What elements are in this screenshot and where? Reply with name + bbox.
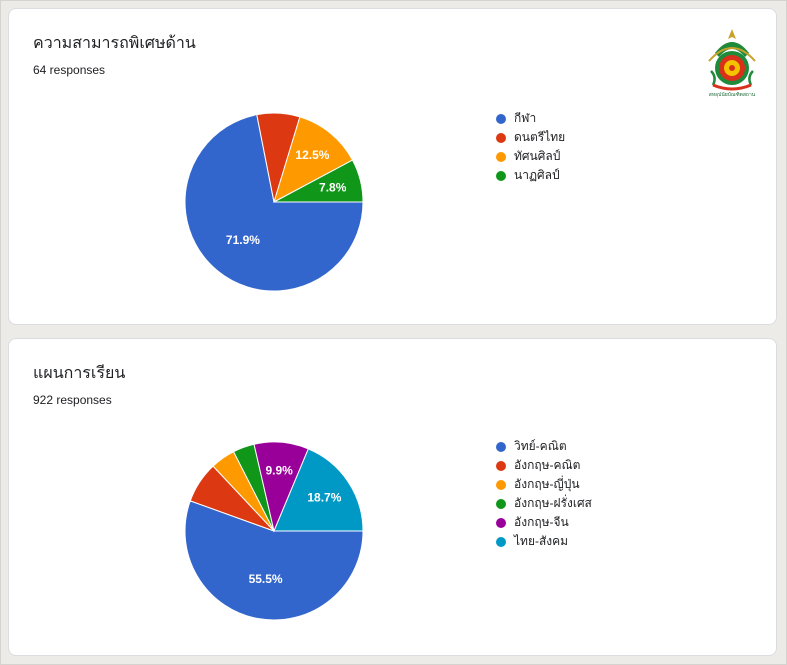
logo-caption: สหอุปนัยบัณฑิตสถาน (708, 92, 756, 98)
slice-label: 55.5% (249, 572, 283, 586)
legend-swatch (496, 441, 506, 452)
legend-label: ไทย-สังคม (514, 534, 569, 548)
pie-slice[interactable] (273, 116, 354, 204)
pie-chart-talent: 71.9% 12.5% 7.8% (184, 112, 364, 292)
slice-label: 71.9% (226, 233, 260, 247)
legend-item[interactable]: นาฏศิลป์ (496, 166, 565, 185)
legend-item[interactable]: อังกฤษ-ฝรั่งเศส (496, 494, 592, 513)
legend-swatch (496, 460, 506, 471)
legend-item[interactable]: อังกฤษ-ญี่ปุ่น (496, 475, 592, 494)
response-count: 64 responses (33, 63, 106, 77)
slice-label: 18.7% (307, 490, 341, 504)
legend-swatch (496, 132, 506, 143)
pie-slice[interactable] (273, 448, 364, 532)
pie-slice[interactable] (273, 159, 364, 203)
legend-item[interactable]: ทัศนศิลป์ (496, 147, 565, 166)
pie-slice[interactable] (184, 500, 364, 621)
legend-item[interactable]: ไทย-สังคม (496, 532, 592, 551)
legend-study-plan: วิทย์-คณิตอังกฤษ-คณิตอังกฤษ-ญี่ปุ่นอังกฤ… (496, 437, 592, 551)
legend-item[interactable]: อังกฤษ-คณิต (496, 456, 592, 475)
pie-slice[interactable] (184, 114, 364, 292)
legend-label: ดนตรีไทย (514, 130, 566, 144)
legend-label: วิทย์-คณิต (514, 439, 567, 453)
legend-talent: กีฬาดนตรีไทยทัศนศิลป์นาฏศิลป์ (496, 109, 565, 185)
legend-swatch (496, 536, 506, 547)
slice-label: 12.5% (295, 148, 329, 162)
legend-label: กีฬา (514, 111, 537, 125)
school-logo-icon (708, 29, 756, 91)
chart-card-talent: ความสามารถพิเศษด้าน 64 responses 71.9% 12… (8, 8, 777, 325)
legend-label: อังกฤษ-ญี่ปุ่น (514, 477, 580, 491)
legend-swatch (496, 170, 506, 181)
slice-label: 7.8% (319, 180, 347, 194)
legend-label: อังกฤษ-ฝรั่งเศส (514, 496, 592, 510)
legend-label: นาฏศิลป์ (514, 168, 560, 182)
response-count: 922 responses (33, 393, 112, 407)
legend-item[interactable]: อังกฤษ-จีน (496, 513, 592, 532)
legend-swatch (496, 517, 506, 528)
legend-item[interactable]: กีฬา (496, 109, 565, 128)
pie-chart-study-plan: 55.5% 9.9% 18.7% (184, 441, 364, 621)
legend-label: ทัศนศิลป์ (514, 149, 561, 163)
chart-title: ความสามารถพิเศษด้าน (33, 35, 196, 52)
legend-item[interactable]: วิทย์-คณิต (496, 437, 592, 456)
legend-label: อังกฤษ-จีน (514, 515, 569, 529)
legend-swatch (496, 498, 506, 509)
chart-title: แผนการเรียน (33, 365, 126, 382)
legend-swatch (496, 151, 506, 162)
legend-item[interactable]: ดนตรีไทย (496, 128, 565, 147)
legend-swatch (496, 479, 506, 490)
chart-card-study-plan: แผนการเรียน 922 responses 55.5% 9.9% 18.7%… (8, 338, 777, 656)
legend-swatch (496, 113, 506, 124)
legend-label: อังกฤษ-คณิต (514, 458, 581, 472)
slice-label: 9.9% (265, 464, 293, 478)
